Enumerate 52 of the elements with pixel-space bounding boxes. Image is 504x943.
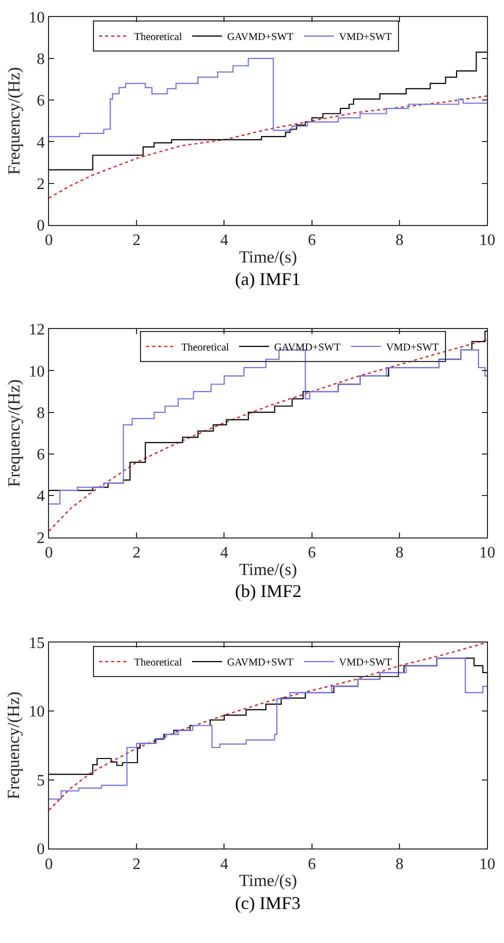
text: (a) IMF1 [235,269,300,289]
y-tick-label: 0 [36,841,45,858]
x-tick-label: 10 [479,232,496,250]
y-tick-label: 2 [36,530,45,547]
y-tick-label: 0 [36,218,45,235]
x-tick-label: 6 [308,856,316,873]
legend-label: VMD+SWT [386,342,440,354]
y-tick-label: 10 [28,363,45,380]
x-tick-label: 4 [220,232,228,250]
x-tick-label: 10 [479,856,496,873]
legend-label: VMD+SWT [339,658,392,669]
y-tick-label: 8 [36,404,45,422]
x-tick-label: 2 [132,544,141,562]
y-tick-label: 5 [36,772,45,790]
x-tick-label: 8 [396,232,404,250]
y-tick-label: 10 [28,9,45,26]
x-tick-label: 6 [308,232,316,250]
legend-label: Theoretical [134,32,182,44]
line-series [48,338,488,532]
legend-label: GAVMD+SWT [274,342,342,354]
y-tick-label: 12 [28,322,45,339]
y-tick-label: 4 [36,134,45,152]
y-axis-title: Frequency/(Hz) [4,67,24,175]
y-tick-label: 10 [28,704,45,721]
x-tick-label: 4 [220,856,228,873]
x-tick-label: 8 [396,856,404,873]
y-tick-label: 15 [28,634,45,652]
y-tick-label: 6 [36,92,45,110]
y-tick-label: 8 [36,51,45,68]
x-tick-label: 4 [220,544,228,562]
legend-label: Theoretical [181,342,230,354]
x-tick-label: 6 [308,544,316,562]
y-axis-title: Frequency/(Hz) [4,692,24,800]
line-series [48,95,488,198]
text: (b) IMF2 [235,581,302,601]
legend-label: VMD+SWT [339,32,392,44]
x-tick-label: 2 [132,232,141,250]
x-tick-label: 8 [396,544,404,562]
y-tick-label: 6 [36,446,45,464]
x-axis-title: Time/(s) [239,871,298,890]
legend-label: GAVMD+SWT [227,658,294,669]
legend-label: Theoretical [134,658,182,669]
x-axis-title: Time/(s) [239,248,298,267]
text: (c) IMF3 [235,893,300,913]
x-tick-label: 10 [479,544,496,562]
legend-label: GAVMD+SWT [227,32,294,44]
x-tick-label: 2 [132,856,141,873]
line-series [48,642,488,811]
y-axis-title: Frequency/(Hz) [4,379,24,487]
x-axis-title: Time/(s) [239,560,298,579]
y-tick-label: 2 [36,176,45,193]
y-tick-label: 4 [36,488,45,506]
